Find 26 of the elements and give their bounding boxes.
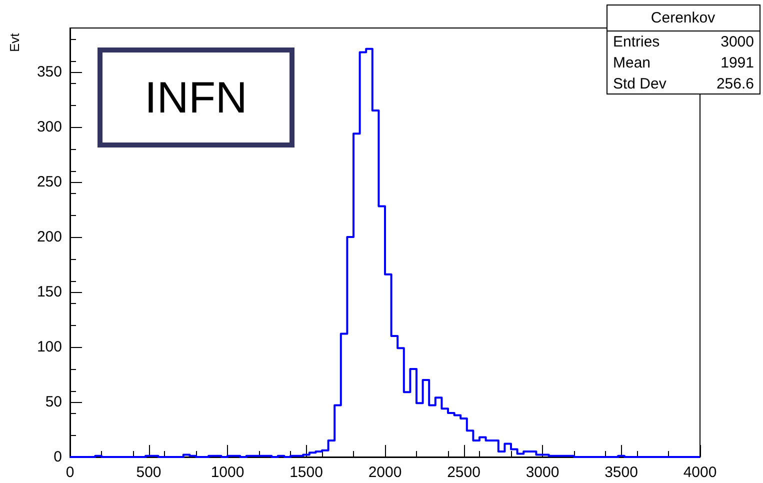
y-tick-label: 250 <box>36 174 62 190</box>
y-tick-label: 300 <box>36 118 62 136</box>
y-tick-label: 50 <box>45 394 62 410</box>
annotation: Std Dev <box>613 76 667 92</box>
x-tick-label: 0 <box>66 464 74 481</box>
y-tick-label: 0 <box>54 448 62 466</box>
x-tick-label: 3000 <box>526 464 560 481</box>
text: Cerenkov <box>650 10 716 26</box>
annotation: INFN <box>144 74 248 122</box>
y-tick-label: 350 <box>36 64 62 80</box>
text: 3000 <box>720 34 754 50</box>
annotation: Mean <box>613 54 651 72</box>
x-tick-label: 1000 <box>210 464 244 481</box>
y-tick-label: 200 <box>36 228 62 246</box>
x-tick-label: 1500 <box>290 464 323 481</box>
y-tick-label: 100 <box>36 338 62 356</box>
x-tick-label: 500 <box>136 464 162 481</box>
y-tick-label: 150 <box>36 284 62 300</box>
text: 256.6 <box>716 76 754 92</box>
x-tick-label: 2000 <box>368 464 402 481</box>
x-tick-label: 2500 <box>447 464 480 481</box>
annotation: Entries <box>613 34 660 50</box>
y-axis-title: Evt <box>7 32 22 52</box>
text: 1991 <box>720 54 754 72</box>
x-tick-label: 4000 <box>683 464 717 481</box>
x-tick-label: 3500 <box>604 464 638 481</box>
